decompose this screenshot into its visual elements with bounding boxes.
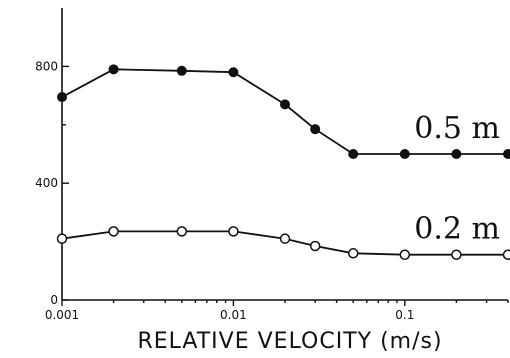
tick-labels: 0.001 0.01 0.1 0 400 800: [35, 59, 414, 322]
y-tick-label: 800: [35, 59, 58, 73]
data-point: [56, 233, 68, 244]
series-label: 0.2 m: [414, 212, 500, 247]
data-point: [451, 249, 462, 260]
data-point: [228, 226, 239, 237]
data-point: [451, 149, 462, 159]
x-tick-label: 0.1: [395, 308, 414, 322]
data-point: [310, 124, 321, 135]
series-labels: 0.5 m 0.2 m: [414, 111, 500, 247]
data-point: [108, 64, 119, 75]
series: [56, 64, 510, 260]
y-tick-label: 400: [35, 176, 58, 190]
x-tick-label: 0.001: [45, 308, 79, 322]
data-point: [176, 65, 187, 76]
data-point: [176, 226, 188, 237]
series-line-0: [61, 68, 508, 155]
data-point: [57, 92, 67, 103]
data-point: [228, 67, 239, 78]
y-tick-label: 0: [50, 293, 58, 307]
data-point: [347, 248, 359, 259]
series-label: 0.5 m: [414, 111, 500, 146]
data-point: [348, 149, 359, 159]
data-point: [280, 99, 290, 110]
x-axis-label: RELATIVE VELOCITY (m/s): [137, 329, 442, 354]
series-line-1: [61, 230, 508, 256]
data-point: [399, 249, 411, 260]
data-point: [309, 240, 321, 252]
data-point: [279, 233, 291, 244]
data-point: [503, 149, 510, 159]
ticks: [61, 65, 509, 306]
x-tick-label: 0.01: [220, 308, 247, 322]
data-point: [399, 149, 410, 159]
data-point: [108, 226, 119, 237]
data-point: [502, 249, 510, 260]
